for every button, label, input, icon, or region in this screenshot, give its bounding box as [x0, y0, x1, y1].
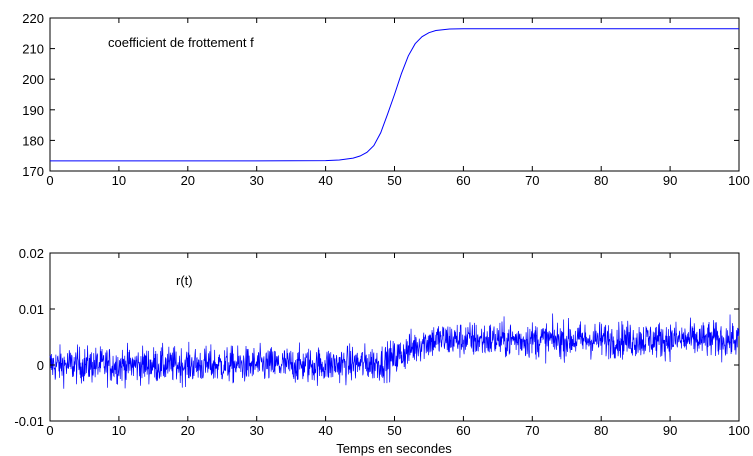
- bottom-y-ticks: -0.01 0 0.01 0.02: [14, 246, 739, 429]
- top-y-ticks: 170 180 190 200 210 220: [22, 11, 739, 179]
- y-tick-label: 0: [37, 358, 44, 373]
- y-tick-label: -0.01: [14, 414, 44, 429]
- x-tick-label: 60: [456, 423, 470, 438]
- y-tick-label: 0.01: [19, 302, 44, 317]
- x-tick-label: 100: [728, 173, 750, 188]
- top-annotation: coefficient de frottement f: [108, 35, 254, 50]
- x-tick-label: 100: [728, 423, 750, 438]
- x-tick-label: 80: [594, 423, 608, 438]
- y-tick-label: 220: [22, 11, 44, 26]
- x-tick-label: 80: [594, 173, 608, 188]
- x-tick-label: 20: [181, 423, 195, 438]
- x-tick-label: 10: [112, 173, 126, 188]
- x-tick-label: 90: [663, 423, 677, 438]
- residual-signal-line: [49, 313, 740, 389]
- x-tick-label: 90: [663, 173, 677, 188]
- y-tick-label: 0.02: [19, 246, 44, 261]
- x-tick-label: 0: [46, 173, 53, 188]
- bottom-x-ticks: 0 10 20 30 40 50 60 70 80 90 100: [46, 253, 750, 438]
- x-tick-label: 50: [387, 173, 401, 188]
- x-tick-label: 10: [112, 423, 126, 438]
- y-tick-label: 170: [22, 164, 44, 179]
- x-tick-label: 40: [318, 423, 332, 438]
- x-tick-label: 50: [387, 423, 401, 438]
- x-tick-label: 30: [249, 173, 263, 188]
- y-tick-label: 210: [22, 42, 44, 57]
- x-tick-label: 20: [181, 173, 195, 188]
- x-tick-label: 70: [525, 423, 539, 438]
- bottom-annotation: r(t): [176, 273, 193, 288]
- y-tick-label: 200: [22, 72, 44, 87]
- x-tick-label: 30: [249, 423, 263, 438]
- x-tick-label: 40: [318, 173, 332, 188]
- x-tick-label: 60: [456, 173, 470, 188]
- friction-coefficient-line: [50, 28, 739, 162]
- top-chart: 0 10 20 30 40 50 60 70 80 90 100 170 180 190 200 210 22…: [22, 11, 750, 188]
- top-x-ticks: 0 10 20 30 40 50 60 70 80 90 100: [46, 18, 750, 188]
- x-axis-label: Temps en secondes: [336, 441, 452, 456]
- y-tick-label: 180: [22, 133, 44, 148]
- bottom-axes-box: [49, 252, 740, 422]
- x-tick-label: 70: [525, 173, 539, 188]
- x-tick-label: 0: [46, 423, 53, 438]
- y-tick-label: 190: [22, 103, 44, 118]
